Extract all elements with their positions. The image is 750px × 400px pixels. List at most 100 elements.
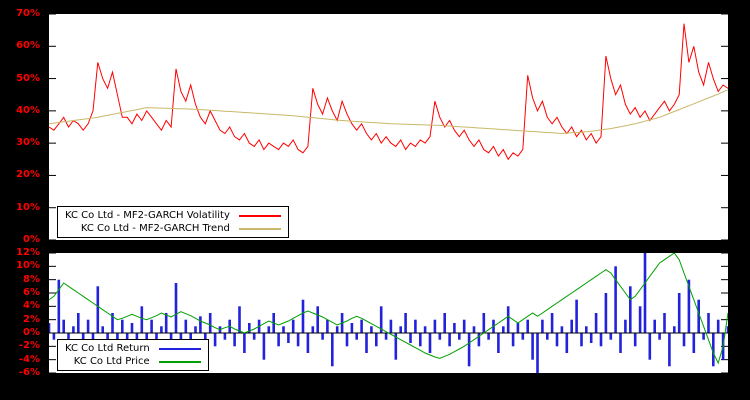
- y-tick-label: 2%: [23, 313, 40, 325]
- return-bar: [394, 333, 398, 360]
- return-bar: [233, 333, 236, 347]
- return-bar: [702, 333, 705, 340]
- return-bar: [575, 299, 578, 333]
- return-bar: [712, 333, 715, 367]
- return-bar: [419, 333, 422, 347]
- legend-label-return: KC Co Ltd Return: [65, 343, 150, 354]
- return-bar: [72, 326, 75, 333]
- y-tick-label: 10%: [16, 201, 40, 213]
- return-bar: [140, 306, 144, 333]
- return-bar: [633, 333, 637, 347]
- return-bar: [267, 326, 271, 333]
- return-bar: [726, 326, 728, 333]
- return-bar: [277, 333, 280, 347]
- return-bar: [624, 319, 627, 333]
- return-bar: [49, 323, 51, 333]
- legend-line-price-sample: [158, 360, 201, 363]
- return-bar: [482, 313, 486, 333]
- return-bar: [160, 326, 163, 333]
- return-bar: [658, 333, 661, 340]
- return-bar: [57, 279, 61, 333]
- return-bar: [565, 333, 569, 353]
- return-bar: [130, 323, 134, 333]
- return-bar: [355, 333, 358, 340]
- return-bar: [663, 313, 666, 333]
- y-tick-label: -6%: [18, 367, 40, 378]
- return-bar: [511, 333, 515, 347]
- return-bar: [433, 319, 437, 333]
- return-bar: [638, 306, 642, 333]
- legend-line-volatility-sample: [238, 214, 281, 217]
- return-bar: [599, 333, 603, 347]
- return-bar: [301, 299, 305, 333]
- y-tick-label: 10%: [16, 260, 40, 272]
- return-bar: [643, 253, 647, 333]
- y-tick-label: 4%: [23, 300, 40, 312]
- return-bar: [619, 333, 622, 353]
- return-bar: [467, 333, 471, 367]
- return-bar: [331, 333, 334, 367]
- return-bar: [174, 283, 178, 333]
- return-bar: [291, 319, 295, 333]
- return-bar: [52, 333, 56, 340]
- return-bar: [707, 313, 710, 333]
- return-bar: [516, 323, 520, 333]
- return-bar: [589, 333, 593, 343]
- legend-row-return: KC Co Ltd Return: [65, 342, 201, 355]
- return-bar: [345, 333, 349, 347]
- y-tick-label: 8%: [23, 273, 40, 285]
- return-bar: [580, 333, 583, 347]
- return-bar: [375, 333, 378, 347]
- return-bar: [96, 286, 100, 333]
- return-bar: [497, 333, 500, 353]
- y-tick-label: 0%: [23, 327, 40, 338]
- return-bar: [311, 326, 315, 333]
- y-tick-label: 0%: [23, 234, 40, 245]
- return-bar: [423, 326, 427, 333]
- return-bar: [204, 333, 207, 343]
- y-axis-top: 0% 10% 20% 30% 40% 50% 60% 70%: [0, 8, 45, 245]
- return-bar: [248, 323, 251, 333]
- return-bar: [648, 333, 652, 360]
- return-bar: [668, 333, 671, 367]
- return-bar: [692, 333, 696, 353]
- return-bar: [521, 333, 525, 340]
- legend-label-trend: KC Co Ltd - MF2-GARCH Trend: [80, 223, 230, 234]
- return-bar: [443, 313, 446, 333]
- return-bar: [360, 319, 363, 333]
- return-bar: [208, 313, 212, 333]
- return-bar: [306, 333, 310, 353]
- return-bar: [262, 333, 266, 360]
- return-bar: [526, 319, 529, 333]
- return-bar: [614, 266, 617, 333]
- return-bar: [81, 333, 85, 343]
- return-bar: [477, 333, 481, 347]
- y-tick-label: 20%: [16, 169, 40, 181]
- return-bar: [716, 319, 720, 333]
- return-bar: [379, 306, 383, 333]
- volatility-panel: 0% 10% 20% 30% 40% 50% 60% 70% KC Co Ltd - MF2-…: [16, 8, 728, 245]
- return-bar: [585, 326, 588, 333]
- legend-row-price: KC Co Ltd Price: [65, 355, 201, 368]
- return-bar: [458, 333, 461, 340]
- y-tick-label: 50%: [16, 72, 40, 84]
- return-bar: [536, 333, 539, 373]
- return-bar: [116, 333, 119, 340]
- return-bar: [389, 319, 393, 333]
- return-bar: [409, 333, 412, 343]
- trend-series-line: [49, 89, 728, 135]
- return-bar: [453, 323, 456, 333]
- return-bar: [121, 319, 124, 333]
- return-bar: [428, 333, 432, 353]
- return-bar: [164, 313, 168, 333]
- return-bar: [62, 319, 65, 333]
- return-bar: [677, 293, 681, 333]
- return-bar: [101, 326, 104, 333]
- y-tick-label: -2%: [18, 340, 40, 352]
- return-bar: [550, 313, 554, 333]
- volatility-series-line: [49, 23, 728, 161]
- return-bar: [243, 333, 246, 353]
- y-tick-label: 6%: [23, 287, 40, 298]
- return-bar: [384, 333, 388, 340]
